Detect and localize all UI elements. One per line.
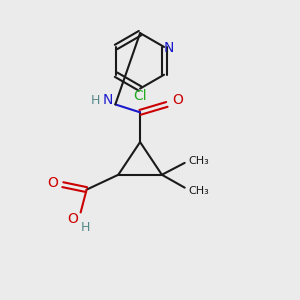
- Text: Cl: Cl: [133, 89, 147, 103]
- Text: CH₃: CH₃: [189, 156, 209, 166]
- Text: H: H: [91, 94, 100, 107]
- Text: N: N: [164, 41, 174, 55]
- Text: CH₃: CH₃: [189, 186, 209, 196]
- Text: O: O: [67, 212, 78, 226]
- Text: N: N: [102, 94, 112, 107]
- Text: O: O: [47, 176, 58, 190]
- Text: H: H: [81, 221, 90, 234]
- Text: O: O: [172, 94, 183, 107]
